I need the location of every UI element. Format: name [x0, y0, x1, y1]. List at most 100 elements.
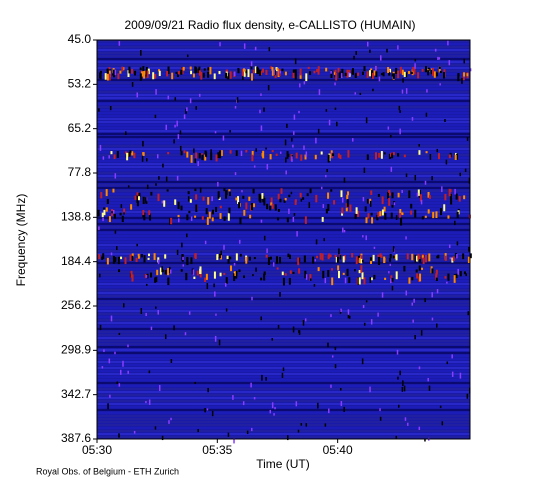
spectrogram-cell: [182, 264, 185, 267]
spectrogram-cell: [436, 289, 439, 294]
spectrogram-cell: [103, 207, 106, 210]
spectrogram-cell: [146, 184, 149, 189]
spectrogram-row: [97, 67, 470, 69]
spectrogram-cell: [325, 174, 327, 178]
spectrogram-cell: [344, 277, 347, 284]
spectrogram-cell: [292, 144, 294, 148]
spectrogram-cell: [131, 68, 134, 74]
spectrogram-cell: [428, 385, 431, 391]
spectrogram-cell: [233, 262, 236, 266]
spectrogram-row: [97, 430, 470, 432]
spectrogram-cell: [316, 255, 319, 259]
spectrogram-cell: [454, 253, 457, 258]
spectrogram-cell: [213, 283, 215, 288]
spectrogram-cell: [298, 110, 300, 114]
y-axis-label: Frequency (MHz): [14, 194, 28, 287]
spectrogram-cell: [368, 70, 371, 77]
spectrogram-cell: [439, 208, 442, 216]
spectrogram-cell: [137, 196, 140, 201]
spectrogram-cell: [229, 256, 232, 260]
x-axis-label: Time (UT): [256, 457, 310, 471]
spectrogram-cell: [444, 255, 447, 261]
spectrogram-cell: [463, 271, 466, 275]
spectrogram-cell: [292, 71, 295, 78]
spectrogram-cell: [399, 209, 402, 215]
spectrogram-row: [97, 124, 470, 126]
spectrogram-row: [97, 310, 470, 312]
spectrogram-cell: [418, 265, 421, 271]
spectrogram-cell: [213, 73, 216, 80]
spectrogram-cell: [322, 204, 325, 209]
spectrogram-cell: [174, 97, 177, 101]
spectrogram-cell: [121, 66, 124, 72]
spectrogram-cell: [361, 71, 364, 75]
spectrogram-cell: [186, 151, 189, 158]
spectrogram-cell: [265, 377, 267, 381]
spectrogram-cell: [302, 320, 305, 326]
spectrogram-cell: [391, 153, 394, 159]
spectrogram-cell: [236, 97, 239, 103]
spectrogram-cell: [363, 322, 366, 326]
spectrogram-cell: [329, 254, 332, 258]
spectrogram-cell: [343, 406, 345, 413]
y-tick-label: 45.0: [68, 32, 92, 46]
spectrogram-cell: [398, 105, 401, 111]
spectrogram-cell: [101, 366, 104, 369]
spectrogram-cell: [315, 239, 318, 245]
spectrogram-cell: [139, 67, 142, 71]
spectrogram-cell: [147, 68, 150, 75]
spectrogram-cell: [228, 189, 231, 192]
spectrogram-cell: [362, 196, 365, 202]
spectrogram-cell: [258, 69, 261, 76]
spectrogram-row: [97, 187, 470, 189]
spectrogram-cell: [446, 361, 449, 365]
spectrogram-cell: [147, 253, 150, 257]
spectrogram-cell: [357, 277, 360, 286]
spectrogram-cell: [397, 153, 400, 157]
spectrogram-cell: [235, 253, 238, 261]
spectrogram-cell: [299, 83, 301, 88]
spectrogram-cell: [457, 73, 460, 82]
spectrogram-cell: [414, 335, 416, 340]
spectrogram-cell: [220, 250, 222, 256]
spectrogram-row: [97, 244, 470, 246]
spectrogram-cell: [284, 71, 287, 76]
spectrogram-row: [97, 154, 470, 156]
spectrogram-row: [97, 190, 470, 192]
spectrogram-row: [97, 169, 470, 171]
spectrogram-row: [97, 142, 470, 144]
spectrogram-cell: [419, 256, 422, 263]
spectrogram-cell: [229, 150, 232, 154]
spectrogram-cell: [305, 274, 308, 280]
spectrogram-cell: [340, 401, 343, 407]
spectrogram-cell: [392, 152, 395, 156]
spectrogram-cell: [155, 306, 157, 309]
spectrogram-cell: [279, 198, 282, 203]
spectrogram-cell: [431, 268, 434, 274]
spectrogram-cell: [185, 272, 188, 281]
spectrogram-row: [97, 64, 470, 66]
spectrogram-cell: [99, 144, 102, 151]
spectrogram-cell: [257, 67, 260, 74]
spectrogram-cell: [400, 217, 403, 226]
spectrogram-cell: [424, 438, 426, 442]
spectrogram-cell: [388, 153, 391, 159]
spectrogram-cell: [297, 429, 300, 433]
spectrogram-cell: [97, 209, 100, 217]
spectrogram-cell: [134, 195, 137, 200]
spectrogram-cell: [194, 253, 197, 258]
spectrogram-cell: [133, 152, 136, 159]
spectrogram-cell: [109, 105, 112, 111]
spectrogram-cell: [265, 69, 268, 76]
spectrogram-row: [97, 205, 470, 207]
spectrogram-cell: [140, 49, 142, 56]
spectrogram-cell: [395, 435, 398, 439]
spectrogram-cell: [262, 195, 265, 203]
spectrogram-cell: [396, 349, 399, 355]
spectrogram-cell: [457, 268, 459, 275]
spectrogram-cell: [432, 211, 435, 219]
spectrogram-cell: [170, 217, 173, 225]
spectrogram-cell: [379, 416, 382, 421]
spectrogram-cell: [388, 71, 391, 76]
spectrogram-cell: [443, 204, 446, 212]
